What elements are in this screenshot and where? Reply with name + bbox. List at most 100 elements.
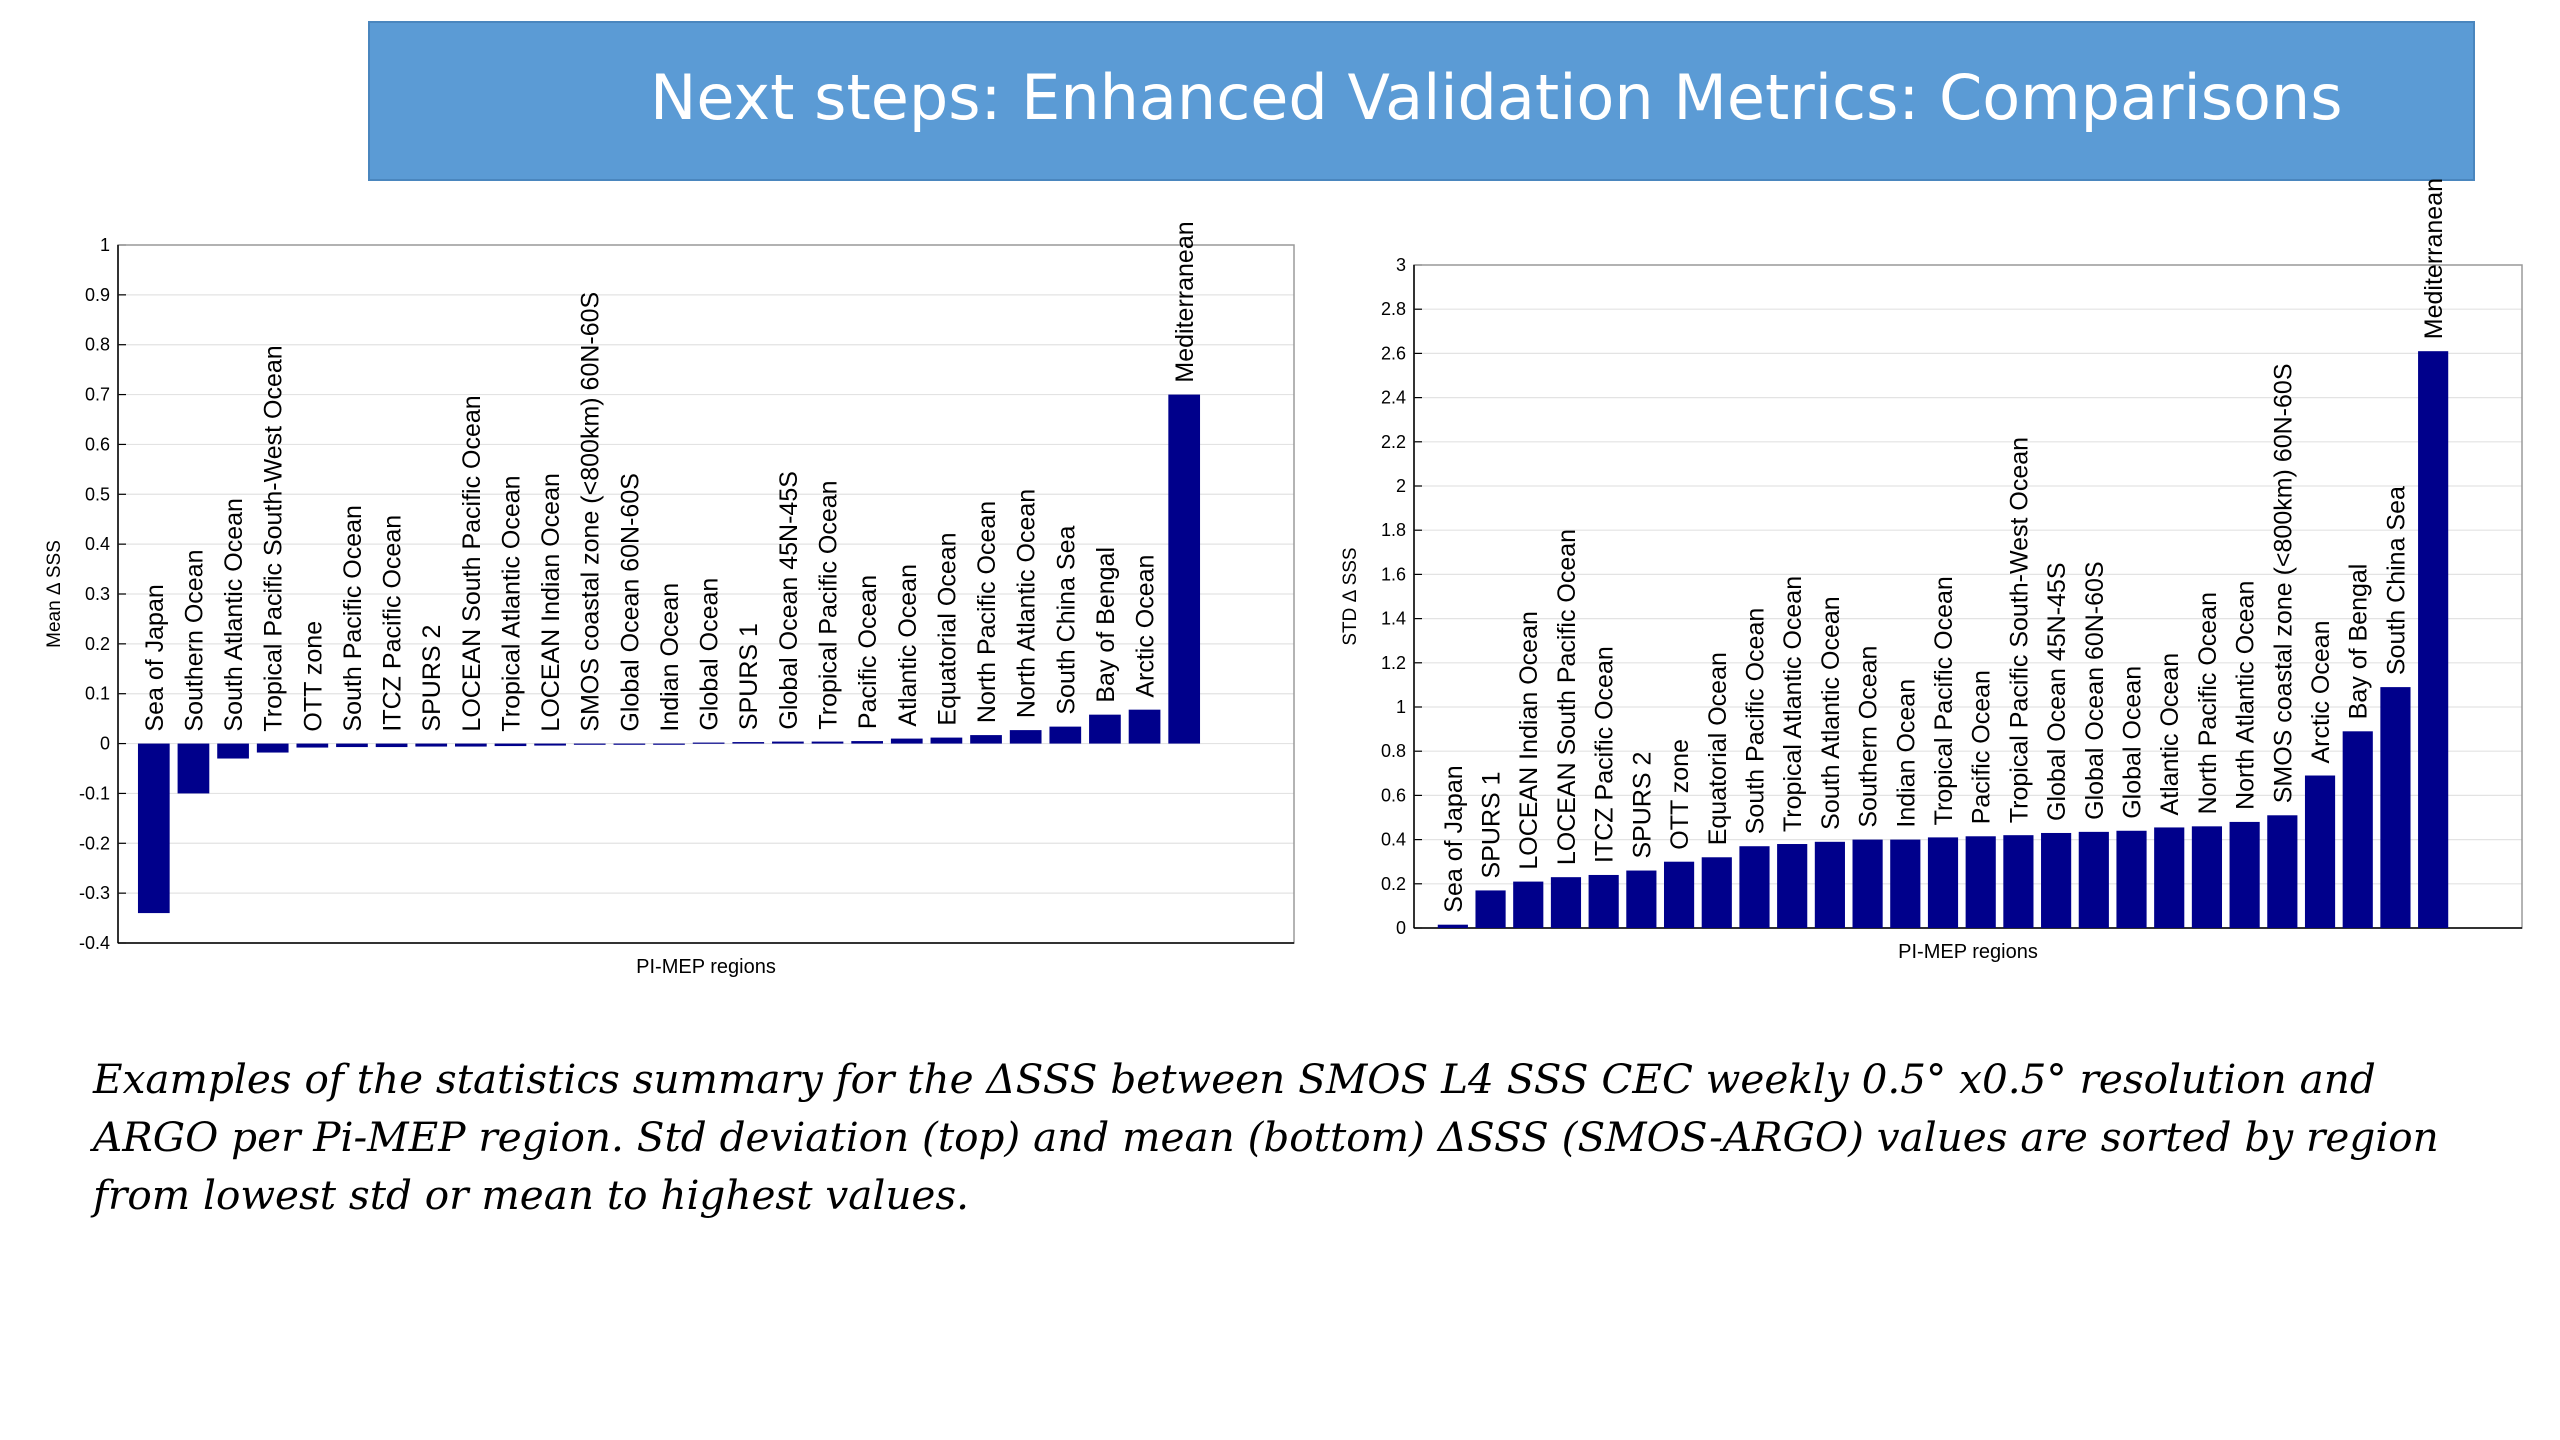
bar (772, 741, 804, 744)
y-tick-label: 0.2 (1381, 874, 1406, 894)
bar (534, 743, 566, 746)
bar (1663, 861, 1695, 928)
category-label: North Atlantic Ocean (1013, 489, 1041, 718)
bar (1739, 846, 1770, 928)
plot-area (1414, 265, 2522, 928)
bar (613, 743, 646, 745)
bar (455, 743, 487, 747)
y-tick-label: -0.2 (79, 833, 110, 853)
y-tick-label: 3 (1396, 255, 1406, 275)
category-label: South Atlantic Ocean (220, 498, 248, 731)
category-label: Southern Ocean (180, 549, 208, 731)
category-label: ITCZ Pacific Ocean (379, 515, 407, 732)
category-label: Equatorial Ocean (1704, 652, 1732, 845)
y-tick-label: -0.4 (79, 933, 110, 953)
bar (1437, 924, 1468, 928)
category-label: Arctic Ocean (1132, 555, 1160, 698)
bar (573, 743, 606, 745)
x-axis-label: PI-MEP regions (636, 956, 776, 978)
bar (137, 743, 170, 914)
category-label: Tropical Pacific Ocean (1930, 576, 1958, 825)
y-tick-label: 0 (1396, 918, 1406, 938)
bar (851, 741, 883, 744)
category-label: North Atlantic Ocean (2232, 581, 2260, 810)
category-label: Sea of Japan (1440, 765, 1468, 912)
category-label: OTT zone (1666, 739, 1694, 850)
y-tick-label: 0.8 (1381, 741, 1406, 761)
bar (1049, 726, 1082, 744)
category-label: Mediterranean (1171, 221, 1199, 382)
y-tick-label: -0.1 (79, 783, 110, 803)
bar (1626, 870, 1657, 928)
category-label: ITCZ Pacific Ocean (1591, 646, 1619, 863)
y-tick-label: 2.6 (1381, 343, 1406, 363)
category-label: South Atlantic Ocean (1817, 596, 1845, 829)
category-label: South China Sea (2382, 486, 2410, 675)
y-tick-label: 1.4 (1381, 609, 1406, 629)
category-label: Atlantic Ocean (2156, 653, 2184, 816)
y-tick-label: 1.6 (1381, 564, 1406, 584)
bar (2116, 830, 2147, 928)
y-tick-label: 2.4 (1381, 388, 1406, 408)
category-label: SPURS 2 (1628, 752, 1656, 859)
bar (1588, 874, 1619, 928)
category-label: Global Ocean 60N-60S (616, 473, 644, 731)
category-label: LOCEAN South Pacific Ocean (1553, 529, 1581, 865)
category-label: LOCEAN South Pacific Ocean (458, 395, 486, 731)
bar (930, 737, 963, 744)
category-label: South Pacific Ocean (1741, 608, 1769, 835)
category-label: Pacific Ocean (854, 575, 882, 729)
category-label: Global Ocean 60N-60S (2081, 561, 2109, 819)
bar (1927, 837, 1959, 928)
bar (1852, 839, 1883, 928)
y-tick-label: 2.2 (1381, 432, 1406, 452)
bar (1513, 881, 1544, 928)
category-label: SMOS coastal zone (<800km) 60N-60S (2269, 363, 2297, 803)
category-label: Tropical Atlantic Ocean (497, 475, 525, 731)
category-label: Global Ocean (696, 578, 724, 731)
y-tick-label: 0.1 (85, 684, 110, 704)
category-label: Southern Ocean (1855, 646, 1883, 828)
y-tick-label: 2.8 (1381, 299, 1406, 319)
y-tick-label: 0.9 (85, 285, 110, 305)
bar (811, 741, 844, 744)
bar (2229, 821, 2260, 928)
y-tick-label: 0.4 (85, 534, 110, 554)
bar (415, 743, 448, 747)
y-tick-label: 0.8 (85, 335, 110, 355)
category-label: Indian Ocean (656, 583, 684, 732)
category-label: Tropical Atlantic Ocean (1779, 576, 1807, 832)
category-label: Tropical Pacific South-West Ocean (260, 345, 288, 731)
category-label: Global Ocean 45N-45S (2043, 562, 2071, 820)
category-label: Bay of Bengal (1092, 547, 1120, 703)
bar (2304, 775, 2336, 928)
bar (256, 743, 289, 753)
bar (217, 743, 249, 759)
y-tick-label: 0.7 (85, 385, 110, 405)
bar (1890, 839, 1921, 928)
bar (2380, 687, 2411, 928)
category-label: South China Sea (1052, 525, 1080, 714)
category-label: Tropical Pacific Ocean (815, 480, 843, 729)
bar (1965, 836, 1996, 928)
category-label: Mediterranean (2420, 178, 2448, 339)
bar (177, 743, 210, 794)
bar (2418, 351, 2449, 928)
y-tick-label: 0.3 (85, 584, 110, 604)
mean-delta-sss-chart: -0.4 -0.3 -0.2 -0.1 0 0.1 0.2 0.3 0.4 0.5 0.6 0.7 0.… (44, 221, 1295, 978)
bar (375, 743, 408, 748)
bar (1009, 730, 1042, 744)
bar (1777, 844, 1808, 928)
y-tick-label: 0.6 (1381, 785, 1406, 805)
bar (2003, 835, 2034, 928)
category-label: Indian Ocean (1892, 679, 1920, 828)
category-label: South Pacific Ocean (339, 505, 367, 732)
bar (336, 743, 368, 748)
y-tick-label: 1.8 (1381, 520, 1406, 540)
bar (1814, 841, 1845, 928)
category-label: North Pacific Ocean (2194, 592, 2222, 814)
category-label: SMOS coastal zone (<800km) 60N-60S (577, 292, 605, 732)
y-tick-label: 2 (1396, 476, 1406, 496)
category-label: SPURS 1 (735, 623, 763, 730)
category-label: SPURS 1 (1478, 771, 1506, 878)
